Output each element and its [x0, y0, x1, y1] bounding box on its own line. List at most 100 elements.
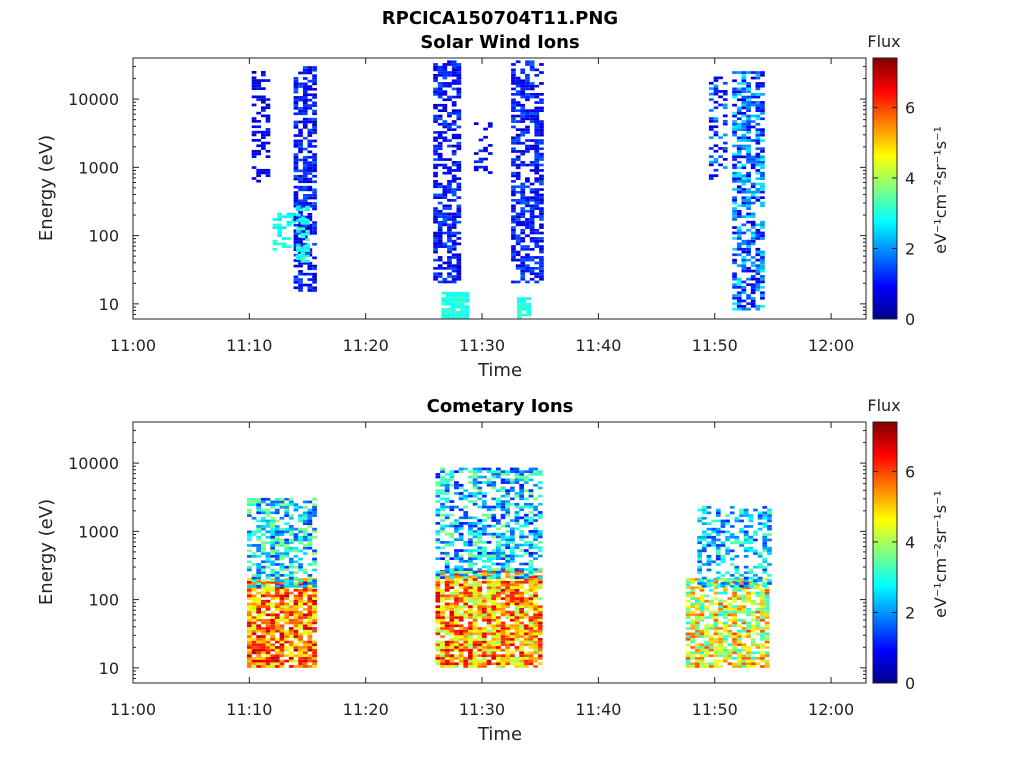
heatmap-cell	[288, 549, 294, 553]
heatmap-cell	[307, 215, 313, 219]
heatmap-cell	[298, 640, 303, 644]
heatmap-cell	[755, 82, 761, 85]
heatmap-cell	[312, 557, 317, 561]
heatmap-cell	[713, 76, 719, 80]
heatmap-cell	[300, 222, 306, 225]
heatmap-cell	[500, 538, 506, 541]
heatmap-cell	[523, 576, 529, 579]
heatmap-cell	[482, 651, 487, 655]
heatmap-cell	[486, 568, 492, 571]
heatmap-cell	[520, 106, 526, 110]
heatmap-cell	[444, 524, 450, 528]
heatmap-cell	[704, 632, 709, 636]
heatmap-cell	[534, 171, 540, 175]
heatmap-cell	[746, 665, 751, 668]
heatmap-cell	[312, 180, 317, 184]
heatmap-cell	[256, 616, 261, 619]
heatmap-cell	[454, 594, 459, 598]
heatmap-cell	[486, 516, 492, 520]
heatmap-cell	[486, 591, 492, 595]
heatmap-cell	[482, 610, 487, 614]
heatmap-cell	[764, 665, 770, 668]
heatmap-cell	[539, 125, 544, 129]
heatmap-cell	[298, 128, 303, 132]
heatmap-cell	[433, 103, 438, 107]
heatmap-cell	[256, 95, 261, 99]
heatmap-cell	[472, 549, 478, 552]
heatmap-cell	[265, 646, 271, 649]
heatmap-cell	[312, 549, 317, 553]
heatmap-cell	[437, 95, 443, 99]
heatmap-cell	[256, 171, 261, 175]
heatmap-cell	[755, 223, 761, 227]
heatmap-cell	[519, 605, 524, 608]
heatmap-cell	[750, 93, 756, 96]
heatmap-cell	[486, 646, 492, 649]
heatmap-cell	[256, 120, 261, 123]
heatmap-cell	[454, 483, 459, 487]
heatmap-cell	[519, 543, 524, 547]
heatmap-cell	[701, 544, 707, 547]
heatmap-cell	[300, 257, 306, 260]
heatmap-cell	[734, 568, 740, 572]
heatmap-cell	[288, 632, 294, 636]
heatmap-cell	[279, 503, 285, 506]
heatmap-cell	[486, 624, 492, 628]
heatmap-cell	[251, 624, 257, 628]
heatmap-cell	[441, 291, 446, 295]
heatmap-cell	[515, 234, 521, 238]
heatmap-cell	[732, 155, 737, 159]
heatmap-cell	[715, 584, 721, 588]
heatmap-cell	[528, 602, 534, 606]
heatmap-cell	[302, 215, 308, 219]
heatmap-cell	[746, 220, 751, 224]
heatmap-cell	[732, 632, 737, 636]
heatmap-cell	[511, 79, 516, 83]
heatmap-cell	[312, 153, 317, 156]
heatmap-cell	[284, 635, 289, 638]
heatmap-cell	[478, 165, 484, 169]
heatmap-cell	[251, 580, 257, 584]
heatmap-cell	[722, 627, 728, 630]
heatmap-cell	[450, 316, 456, 319]
heatmap-cell	[279, 640, 285, 644]
heatmap-cell	[288, 574, 294, 577]
heatmap-cell	[529, 163, 535, 167]
heatmap-cell	[483, 168, 488, 172]
heatmap-cell	[454, 580, 459, 584]
heatmap-cell	[533, 532, 538, 536]
heatmap-cell	[433, 234, 438, 238]
heatmap-cell	[533, 483, 538, 487]
heatmap-cell	[760, 133, 765, 137]
heatmap-cell	[505, 599, 510, 603]
heatmap-cell	[433, 90, 438, 93]
heatmap-cell	[307, 541, 313, 545]
heatmap-cell	[511, 226, 516, 229]
heatmap-cell	[739, 527, 744, 531]
heatmap-cell	[458, 638, 464, 641]
heatmap-cell	[265, 508, 271, 512]
heatmap-cell	[514, 627, 520, 630]
heatmap-cell	[437, 114, 443, 118]
heatmap-cell	[458, 578, 464, 581]
heatmap-cell	[435, 475, 441, 479]
heatmap-cell	[755, 128, 761, 131]
heatmap-cell	[713, 638, 719, 641]
heatmap-cell	[741, 605, 747, 608]
heatmap-cell	[525, 74, 530, 77]
heatmap-cell	[477, 570, 483, 573]
heatmap-cell	[468, 470, 473, 473]
heatmap-cell	[456, 209, 462, 213]
heatmap-cell	[526, 297, 531, 300]
heatmap-cell	[529, 68, 535, 72]
heatmap-cell	[451, 177, 457, 180]
heatmap-cell	[477, 505, 483, 509]
heatmap-cell	[312, 123, 317, 126]
heatmap-cell	[706, 527, 712, 531]
heatmap-cell	[463, 570, 469, 573]
heatmap-cell	[437, 133, 443, 137]
heatmap-cell	[463, 605, 469, 608]
heatmap-cell	[482, 519, 487, 522]
heatmap-cell	[764, 586, 770, 589]
heatmap-cell	[760, 106, 765, 110]
